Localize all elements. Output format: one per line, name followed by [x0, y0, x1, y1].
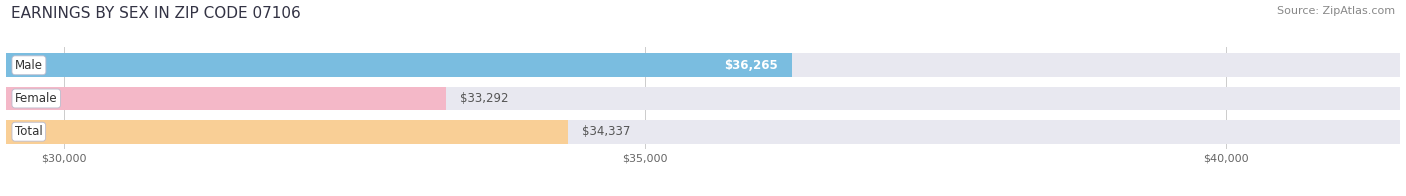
Bar	[6, 120, 568, 144]
Bar	[6, 53, 792, 77]
Bar	[6, 87, 1400, 111]
Bar	[6, 53, 1400, 77]
Text: $33,292: $33,292	[460, 92, 509, 105]
Text: Female: Female	[15, 92, 58, 105]
Text: Total: Total	[15, 125, 42, 138]
Bar	[6, 120, 1400, 144]
Text: $34,337: $34,337	[582, 125, 630, 138]
Text: Source: ZipAtlas.com: Source: ZipAtlas.com	[1277, 6, 1395, 16]
Bar	[6, 87, 446, 111]
Text: $36,265: $36,265	[724, 59, 778, 72]
Text: Male: Male	[15, 59, 44, 72]
Text: EARNINGS BY SEX IN ZIP CODE 07106: EARNINGS BY SEX IN ZIP CODE 07106	[11, 6, 301, 21]
